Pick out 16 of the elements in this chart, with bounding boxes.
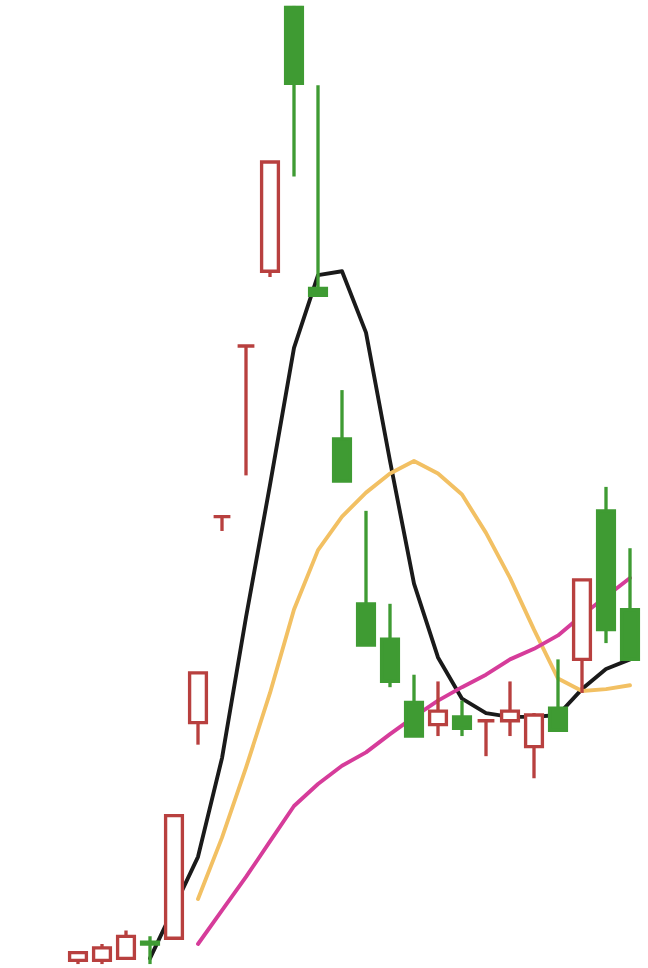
- candlestick: [379, 602, 401, 689]
- candlestick: [91, 942, 113, 965]
- candlestick: [427, 679, 449, 738]
- candlestick: [115, 928, 137, 961]
- candlestick: [403, 673, 425, 738]
- candlestick: [499, 679, 521, 738]
- candlestick: [235, 344, 257, 478]
- candlestick: [355, 509, 377, 647]
- candlestick: [331, 388, 353, 483]
- candlestick: [547, 657, 569, 732]
- candlestick: [211, 514, 233, 533]
- candlestick: [139, 934, 161, 965]
- candlestick: [523, 711, 545, 780]
- candlestick: [475, 719, 497, 758]
- candlestick: [307, 83, 329, 297]
- candlestick: [451, 698, 473, 738]
